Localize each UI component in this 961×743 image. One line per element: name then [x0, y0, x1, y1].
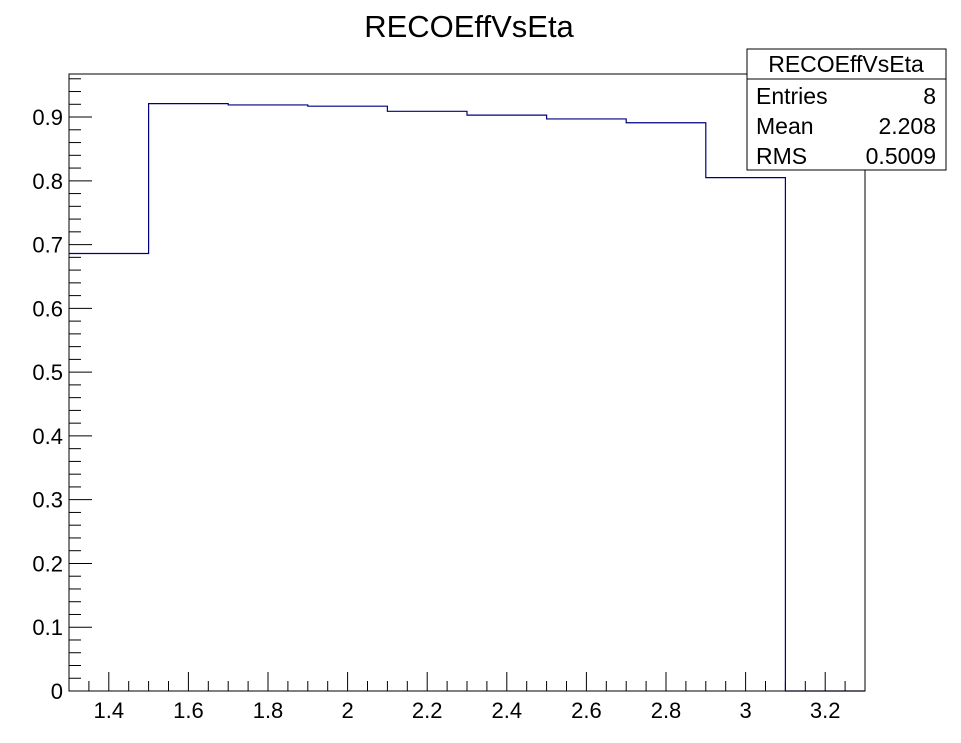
- x-tick-label: 2: [341, 698, 353, 723]
- y-tick-label: 0.2: [32, 551, 63, 576]
- y-tick-label: 0.4: [32, 424, 63, 449]
- y-tick-labels: 0 0.1 0.2 0.3 0.4 0.5 0.6 0.7 0.8 0.9: [32, 105, 63, 704]
- stats-box: RECOEffVsEta Entries 8 Mean 2.208 RMS 0.…: [746, 48, 947, 171]
- stats-entries-value: 8: [923, 83, 936, 109]
- x-tick-labels: 1.4 1.6 1.8 2 2.2 2.4 2.6 2.8 3 3.2: [94, 698, 841, 723]
- stats-box-frame: [746, 48, 947, 171]
- stats-rms-label: RMS: [756, 143, 807, 169]
- y-tick-label: 0.3: [32, 488, 63, 513]
- y-tick-label: 0.8: [32, 169, 63, 194]
- x-tick-label: 2.8: [651, 698, 682, 723]
- y-tick-label: 0.6: [32, 296, 63, 321]
- chart-title: RECOEffVsEta: [364, 9, 574, 44]
- axis-ticks: [68, 78, 866, 692]
- x-tick-label: 2.4: [492, 698, 523, 723]
- x-tick-label: 2.2: [412, 698, 443, 723]
- x-tick-label: 1.4: [94, 698, 125, 723]
- y-tick-label: 0.7: [32, 233, 63, 258]
- x-tick-label: 1.6: [173, 698, 204, 723]
- stats-entries-label: Entries: [756, 83, 828, 109]
- stats-box-title: RECOEffVsEta: [768, 51, 924, 77]
- y-tick-label: 0: [51, 679, 63, 704]
- x-tick-label: 2.6: [571, 698, 602, 723]
- x-tick-label: 3: [739, 698, 751, 723]
- y-tick-label: 0.9: [32, 105, 63, 130]
- stats-mean-value: 2.208: [878, 113, 936, 139]
- stats-rms-value: 0.5009: [866, 143, 936, 169]
- stats-mean-label: Mean: [756, 113, 814, 139]
- x-tick-label: 1.8: [253, 698, 284, 723]
- y-tick-label: 0.1: [32, 615, 63, 640]
- y-tick-label: 0.5: [32, 360, 63, 385]
- histogram-step-line: [69, 103, 865, 692]
- x-tick-label: 3.2: [810, 698, 841, 723]
- plot-frame: [68, 73, 866, 692]
